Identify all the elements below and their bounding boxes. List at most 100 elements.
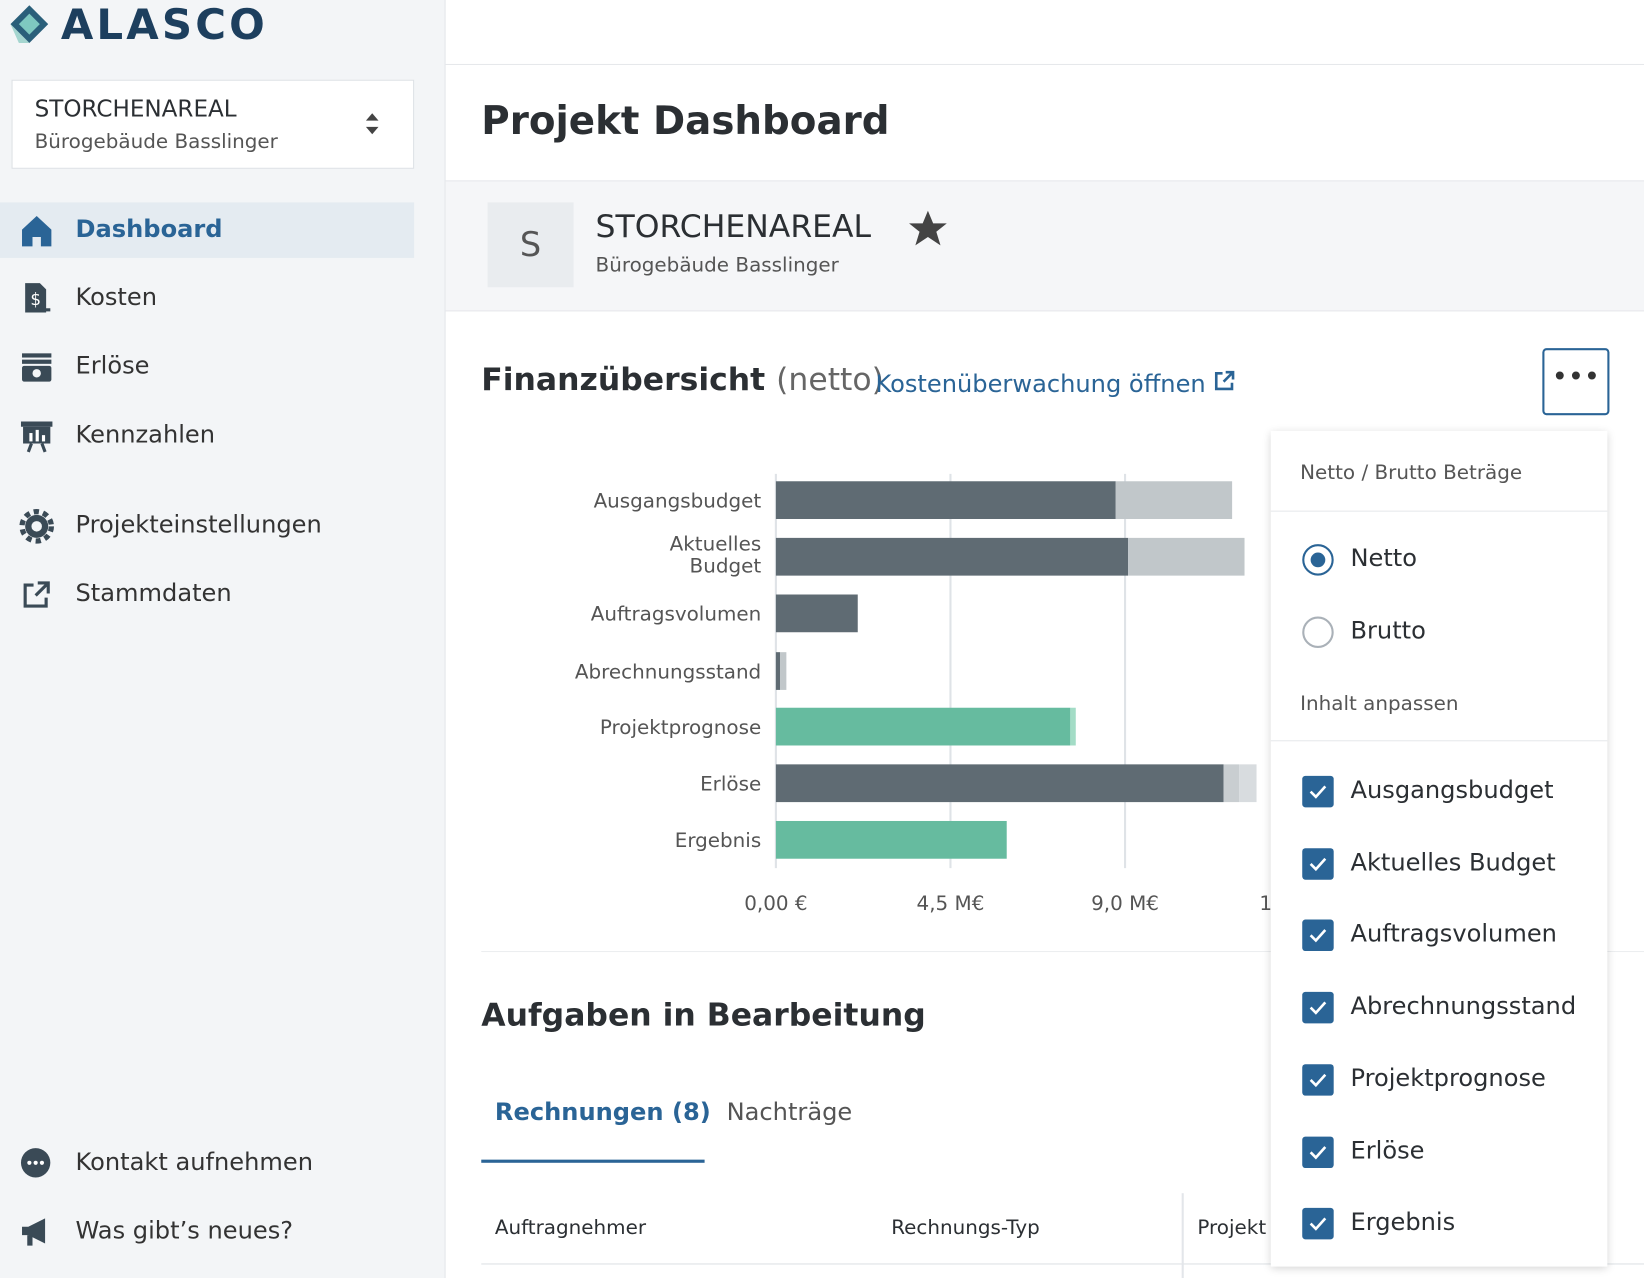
header: [445, 0, 1644, 66]
select-caret: [365, 113, 379, 135]
nav-icon: [19, 509, 54, 544]
category-label: Projektprognose: [600, 716, 761, 739]
tab-underline: [481, 1159, 705, 1163]
footer-item[interactable]: Was gibt’s neues?: [75, 1217, 294, 1245]
checkbox-label[interactable]: Ergebnis: [1350, 1209, 1456, 1237]
checkbox-label[interactable]: Ausgangsbudget: [1350, 776, 1554, 805]
checkbox-label[interactable]: Abrechnungsstand: [1350, 993, 1577, 1021]
radio[interactable]: [1302, 616, 1334, 648]
bar-segment: [1239, 764, 1257, 803]
menu-section: Netto / Brutto Beträge: [1300, 461, 1523, 485]
checkbox-label[interactable]: Projektprognose: [1350, 1065, 1546, 1093]
checkbox-label[interactable]: Aktuelles Budget: [1350, 848, 1556, 877]
project-name: STORCHENAREAL: [595, 208, 872, 246]
divider: [481, 950, 1644, 953]
column-header: Projekt: [1197, 1216, 1267, 1240]
nav-icon: [20, 421, 53, 453]
check: [1309, 929, 1327, 943]
finance-link-text: Kostenüberwachung öffnen: [875, 371, 1206, 399]
radio-label[interactable]: Netto: [1350, 545, 1418, 573]
checkbox[interactable]: [1302, 1064, 1334, 1096]
select-name: STORCHENAREAL: [34, 96, 237, 123]
column-divider: [1181, 1193, 1184, 1278]
x-tick-label: 4,5 M€: [917, 892, 985, 915]
external-icon: [1215, 370, 1235, 391]
checkbox[interactable]: [1302, 847, 1334, 880]
bar-segment: [775, 537, 1129, 576]
table-line: [481, 1263, 1644, 1265]
finance-title: Finanzübersicht (netto): [481, 361, 884, 399]
svg-text:$: $: [30, 289, 41, 309]
column-header: Auftragnehmer: [494, 1216, 647, 1240]
menu-divider: [1270, 740, 1608, 742]
nav-icon: [23, 581, 50, 608]
finance-link[interactable]: Kostenüberwachung öffnen: [875, 369, 1236, 397]
tasks-title: Aufgaben in Bearbeitung: [481, 997, 926, 1034]
nav-icon: $: [25, 283, 51, 313]
finance-title-text: Finanzübersicht: [481, 361, 766, 399]
tab[interactable]: Rechnungen (8): [494, 1098, 711, 1127]
bar-segment: [1223, 764, 1240, 803]
project-band: [445, 180, 1644, 312]
nav-item[interactable]: Erlöse: [75, 352, 150, 380]
select-sub: Bürogebäude Basslinger: [34, 130, 278, 154]
category-label: Auftragsvolumen: [591, 603, 761, 626]
check: [1309, 1217, 1327, 1231]
category-label: Aktuelles Budget: [669, 532, 762, 578]
category-label: Abrechnungsstand: [575, 660, 761, 683]
bar-segment: [1128, 537, 1245, 576]
category-label: Erlöse: [700, 773, 761, 796]
nav-item[interactable]: Dashboard: [75, 215, 223, 244]
bar-segment: [775, 707, 1071, 746]
nav-active: [0, 202, 415, 258]
nav-item[interactable]: Kennzahlen: [75, 421, 216, 449]
checkbox[interactable]: [1302, 1136, 1334, 1168]
column-header: Rechnungs-Typ: [891, 1216, 1040, 1240]
bar-segment: [1115, 481, 1233, 520]
nav-icon: [22, 353, 52, 382]
menu-divider: [1270, 510, 1608, 512]
nav-item[interactable]: Stammdaten: [75, 579, 232, 608]
checkbox-label[interactable]: Auftragsvolumen: [1350, 920, 1557, 949]
bar-segment: [775, 764, 1224, 803]
x-tick-label: 0,00 €: [744, 892, 807, 915]
project-sub: Bürogebäude Basslinger: [595, 253, 839, 277]
project-initial: S: [487, 202, 574, 288]
category-label: Ergebnis: [675, 829, 761, 852]
check: [1309, 1001, 1327, 1015]
page-title: Projekt Dashboard: [481, 98, 890, 144]
bar-segment: [1070, 707, 1076, 746]
bar-segment: [775, 820, 1007, 859]
logo-icon: [10, 5, 49, 43]
bar-segment: [780, 652, 787, 690]
finance-qualifier: (netto): [776, 361, 884, 399]
footer-item[interactable]: Kontakt aufnehmen: [75, 1149, 314, 1177]
footer-icon: [20, 1148, 51, 1178]
bar-segment: [775, 594, 858, 633]
radio-dot: [1310, 552, 1326, 568]
category-label: Ausgangsbudget: [594, 489, 762, 512]
more-button[interactable]: •••: [1542, 348, 1610, 416]
nav-item[interactable]: Projekteinstellungen: [75, 511, 322, 539]
checkbox-label[interactable]: Erlöse: [1350, 1137, 1425, 1165]
radio-label[interactable]: Brutto: [1350, 617, 1426, 645]
logo: ALASCO: [60, 1, 268, 50]
tab[interactable]: Nachträge: [726, 1098, 853, 1127]
checkbox[interactable]: [1302, 1208, 1334, 1240]
checkbox[interactable]: [1302, 991, 1334, 1024]
bar-segment: [775, 652, 781, 690]
x-tick-label: 9,0 M€: [1091, 892, 1159, 915]
favorite-star[interactable]: [908, 210, 948, 248]
menu-section: Inhalt anpassen: [1300, 692, 1459, 716]
footer-icon: [22, 1218, 46, 1246]
nav-icon: [22, 215, 52, 247]
nav-item[interactable]: Kosten: [75, 284, 158, 312]
check: [1309, 1073, 1327, 1087]
check: [1309, 785, 1327, 799]
checkbox[interactable]: [1302, 775, 1334, 808]
project-select[interactable]: [11, 79, 415, 169]
checkbox[interactable]: [1302, 919, 1334, 952]
